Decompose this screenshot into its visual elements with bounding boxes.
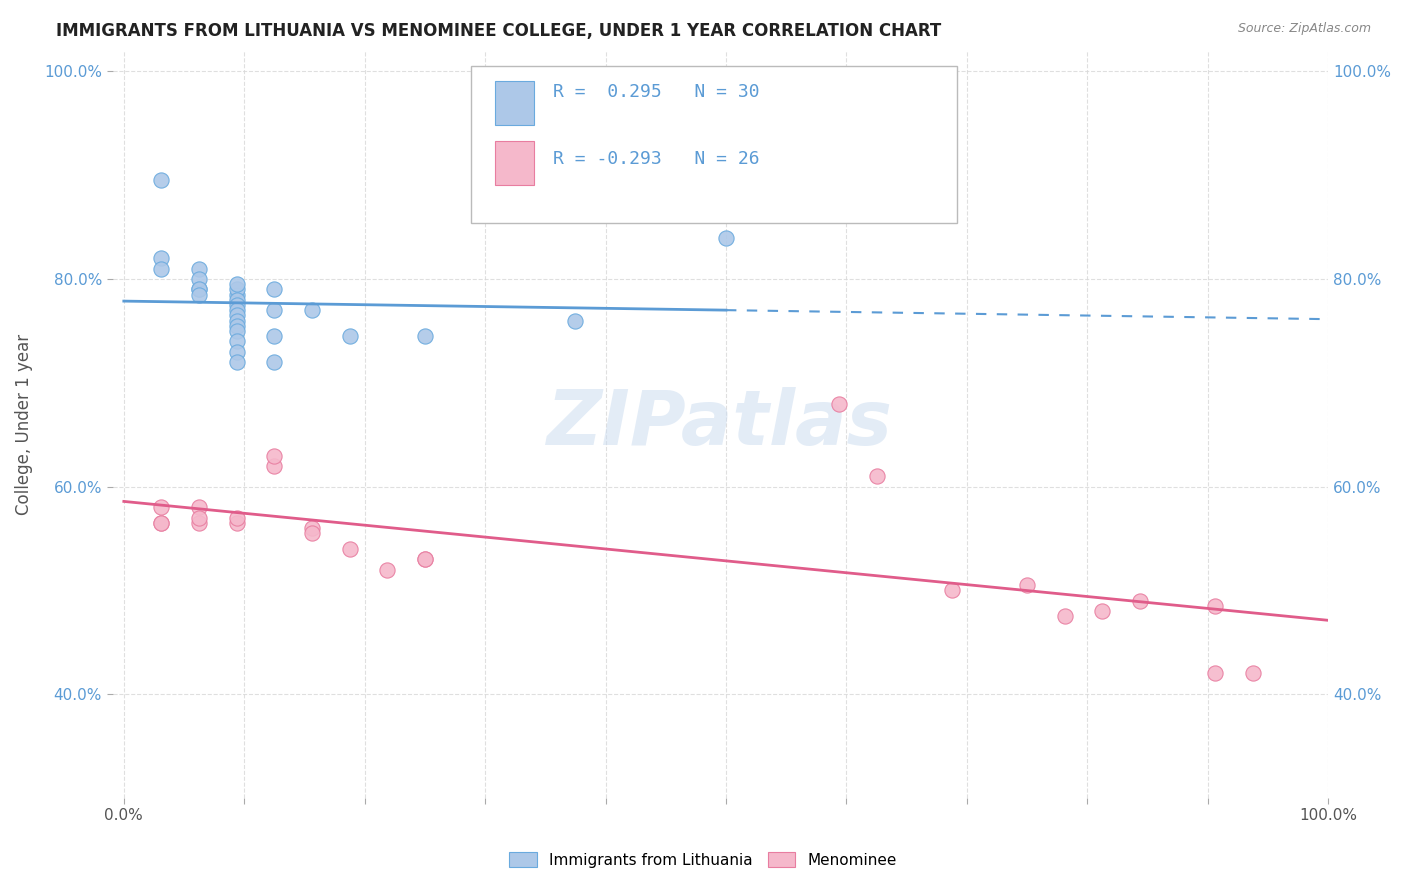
Point	[225, 293, 247, 307]
Point	[225, 282, 247, 296]
Point	[564, 313, 586, 327]
Point	[413, 552, 436, 566]
Point	[188, 282, 211, 296]
Point	[263, 458, 285, 473]
Point	[301, 521, 323, 535]
Point	[339, 541, 361, 556]
Point	[225, 287, 247, 301]
Point	[225, 318, 247, 333]
Point	[225, 510, 247, 524]
Point	[225, 309, 247, 323]
FancyBboxPatch shape	[495, 141, 534, 186]
Point	[225, 344, 247, 359]
Point	[263, 329, 285, 343]
Point	[1129, 594, 1152, 608]
Point	[188, 510, 211, 524]
Point	[301, 526, 323, 541]
Point	[941, 583, 963, 598]
Point	[188, 500, 211, 515]
Point	[375, 563, 398, 577]
Point	[188, 516, 211, 530]
Point	[714, 230, 737, 244]
Point	[188, 261, 211, 276]
Text: IMMIGRANTS FROM LITHUANIA VS MENOMINEE COLLEGE, UNDER 1 YEAR CORRELATION CHART: IMMIGRANTS FROM LITHUANIA VS MENOMINEE C…	[56, 22, 942, 40]
Point	[225, 324, 247, 338]
Point	[263, 449, 285, 463]
Point	[225, 516, 247, 530]
Point	[188, 282, 211, 296]
Point	[150, 516, 173, 530]
Point	[263, 303, 285, 318]
Point	[1204, 666, 1226, 681]
Legend: Immigrants from Lithuania, Menominee: Immigrants from Lithuania, Menominee	[502, 844, 904, 875]
Point	[225, 277, 247, 292]
Point	[339, 329, 361, 343]
Point	[150, 500, 173, 515]
FancyBboxPatch shape	[495, 81, 534, 126]
Point	[301, 303, 323, 318]
Point	[225, 298, 247, 312]
Point	[150, 252, 173, 266]
Point	[1015, 578, 1038, 592]
Point	[1241, 666, 1264, 681]
FancyBboxPatch shape	[471, 66, 957, 223]
Point	[225, 334, 247, 349]
Point	[828, 396, 851, 410]
Text: R =  0.295   N = 30: R = 0.295 N = 30	[553, 83, 759, 101]
Point	[263, 355, 285, 369]
Point	[225, 313, 247, 327]
Point	[1204, 599, 1226, 613]
Point	[263, 282, 285, 296]
Point	[865, 469, 887, 483]
Y-axis label: College, Under 1 year: College, Under 1 year	[15, 334, 32, 515]
Point	[1053, 609, 1076, 624]
Point	[150, 261, 173, 276]
Point	[225, 355, 247, 369]
Point	[225, 303, 247, 318]
Point	[413, 552, 436, 566]
Point	[188, 272, 211, 286]
Text: Source: ZipAtlas.com: Source: ZipAtlas.com	[1237, 22, 1371, 36]
Point	[413, 329, 436, 343]
Point	[1091, 604, 1114, 618]
Point	[188, 287, 211, 301]
Text: ZIPatlas: ZIPatlas	[547, 387, 893, 461]
Point	[150, 173, 173, 187]
Text: R = -0.293   N = 26: R = -0.293 N = 26	[553, 150, 759, 168]
Point	[150, 516, 173, 530]
